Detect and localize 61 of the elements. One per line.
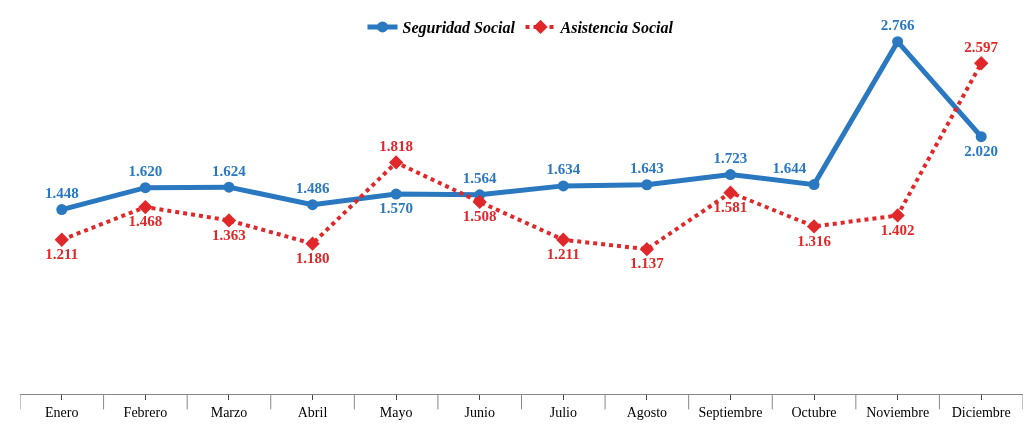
point	[390, 188, 402, 200]
data-label: 1.634	[546, 161, 581, 178]
data-label: 1.137	[629, 255, 665, 272]
point	[975, 131, 987, 143]
point	[54, 232, 69, 247]
x-tick-label: Marzo	[210, 404, 248, 420]
data-label: 1.643	[629, 160, 664, 177]
data-label: 1.211	[546, 245, 580, 262]
point	[974, 56, 989, 71]
data-label: 1.508	[462, 208, 497, 225]
point	[892, 36, 904, 48]
data-label: 1.581	[713, 198, 748, 215]
data-label: 2.597	[964, 38, 999, 55]
data-label: 1.468	[128, 213, 163, 230]
point	[890, 208, 905, 223]
x-tick-label: Enero	[45, 404, 79, 420]
data-label: 1.402	[880, 221, 915, 238]
x-tick-label: Octubre	[791, 404, 837, 420]
legend-label: Asistencia Social	[559, 19, 674, 37]
data-label: 1.570	[379, 200, 414, 217]
data-label: 1.363	[212, 226, 246, 243]
point	[388, 155, 404, 170]
data-label: 1.564	[462, 170, 498, 187]
x-tick-label: Mayo	[379, 404, 413, 420]
point	[641, 179, 653, 191]
point	[556, 232, 571, 247]
point	[139, 182, 151, 194]
x-tick-label: Agosto	[626, 404, 668, 420]
data-label: 1.723	[713, 149, 748, 166]
point	[307, 199, 319, 211]
point	[723, 185, 738, 200]
x-tick-label: Febrero	[123, 404, 168, 420]
data-label: 2.020	[964, 142, 999, 159]
data-label: 1.818	[379, 137, 414, 154]
point	[557, 180, 569, 192]
data-label: 1.316	[797, 232, 832, 249]
data-label: 1.180	[295, 249, 330, 266]
x-tick-label: Diciembre	[951, 404, 1011, 420]
point	[724, 169, 736, 181]
x-tick-label: Junio	[464, 404, 495, 420]
point	[56, 204, 68, 216]
x-tick-label: Abril	[297, 404, 328, 420]
data-label: 1.211	[45, 245, 79, 262]
data-label: 1.486	[295, 180, 330, 197]
point	[138, 199, 153, 215]
data-label: 1.448	[44, 184, 79, 201]
point	[472, 194, 487, 210]
legend-label: Seguridad Social	[402, 19, 516, 38]
point	[806, 219, 822, 234]
point	[808, 179, 820, 191]
point	[639, 242, 655, 257]
data-label: 1.644	[772, 159, 807, 176]
data-label: 1.620	[128, 163, 163, 180]
x-tick-label: Julio	[549, 404, 577, 420]
data-label: 2.766	[880, 17, 915, 34]
x-tick-label: Noviembre	[866, 404, 930, 420]
point	[221, 213, 237, 228]
point	[223, 181, 235, 193]
x-tick-label: Septiembre	[698, 404, 763, 420]
data-label: 1.624	[212, 162, 247, 179]
point	[305, 236, 320, 251]
